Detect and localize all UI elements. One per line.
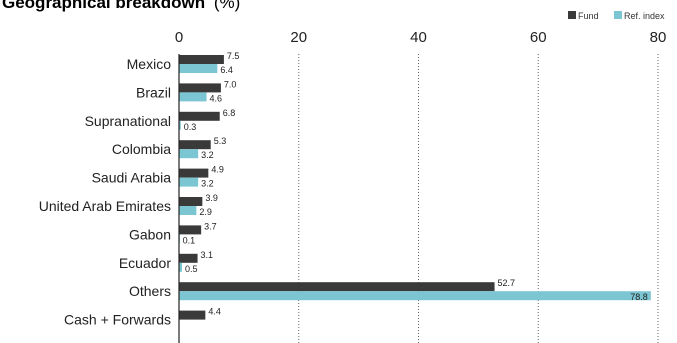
category-labels: Mexico Brazil Supranational Colombia Saudi A… — [39, 56, 172, 328]
bar-ref-index-supranational — [179, 120, 181, 130]
data-label-fund-ecuador: 3.1 — [201, 250, 214, 260]
bar-fund-saudi-arabia — [179, 168, 209, 178]
category-label-ecuador: Ecuador — [119, 255, 171, 271]
bar-fund-supranational — [179, 111, 220, 121]
x-tick-label-60: 60 — [530, 29, 547, 46]
bar-fund-others — [179, 282, 495, 292]
data-label-ref-index-supranational: 0.3 — [184, 122, 197, 132]
category-label-others: Others — [129, 283, 171, 299]
bar-ref-index-brazil — [179, 92, 207, 102]
bar-fund-united-arab-emirates — [179, 197, 203, 206]
category-label-cash-forwards: Cash + Forwards — [64, 312, 171, 328]
chart-title: Geographical breakdown (%) — [2, 0, 240, 12]
bar-ref-index-saudi-arabia — [179, 177, 199, 187]
category-label-supranational: Supranational — [85, 113, 171, 129]
bar-fund-brazil — [179, 83, 221, 93]
x-tick-label-40: 40 — [410, 29, 427, 46]
bar-ref-index-united-arab-emirates — [179, 206, 197, 215]
category-label-united-arab-emirates: United Arab Emirates — [39, 198, 171, 214]
category-label-mexico: Mexico — [127, 56, 172, 72]
legend-swatch-fund — [568, 11, 576, 19]
bar-fund-ecuador — [179, 253, 198, 263]
bar-fund-gabon — [179, 225, 202, 235]
data-labels: 7.56.47.04.66.80.35.33.24.93.23.92.93.70… — [183, 51, 648, 317]
bars — [179, 55, 651, 320]
data-label-fund-united-arab-emirates: 3.9 — [205, 193, 218, 203]
legend-swatch-ref-index — [614, 11, 622, 19]
data-label-ref-index-gabon: 0.1 — [183, 235, 196, 245]
data-label-ref-index-united-arab-emirates: 2.9 — [199, 207, 212, 217]
legend-label-fund: Fund — [578, 11, 599, 21]
data-label-ref-index-ecuador: 0.5 — [185, 264, 198, 274]
data-label-fund-cash-forwards: 4.4 — [208, 307, 221, 317]
chart-title-text: Geographical breakdown — [2, 0, 205, 12]
chart-title-unit: (%) — [214, 0, 240, 12]
category-label-brazil: Brazil — [136, 84, 171, 100]
data-label-fund-saudi-arabia: 4.9 — [211, 165, 224, 175]
data-label-fund-brazil: 7.0 — [224, 79, 237, 89]
data-label-ref-index-mexico: 6.4 — [220, 65, 233, 75]
data-label-fund-supranational: 6.8 — [223, 108, 236, 118]
legend: Fund Ref. index — [568, 11, 665, 21]
bar-ref-index-colombia — [179, 149, 199, 159]
bar-fund-mexico — [179, 55, 224, 64]
bar-ref-index-others — [179, 291, 651, 301]
bar-ref-index-ecuador — [179, 262, 182, 272]
x-tick-label-20: 20 — [290, 29, 307, 46]
category-label-gabon: Gabon — [129, 226, 171, 242]
legend-label-ref-index: Ref. index — [624, 11, 665, 21]
data-label-ref-index-brazil: 4.6 — [210, 93, 223, 103]
bar-fund-cash-forwards — [179, 310, 206, 320]
data-label-ref-index-colombia: 3.2 — [201, 150, 214, 160]
category-label-saudi-arabia: Saudi Arabia — [92, 170, 172, 186]
data-label-fund-gabon: 3.7 — [204, 221, 217, 231]
data-label-fund-mexico: 7.5 — [227, 51, 240, 61]
data-label-ref-index-saudi-arabia: 3.2 — [201, 179, 214, 189]
bar-fund-colombia — [179, 140, 211, 150]
data-label-ref-index-others: 78.8 — [630, 292, 648, 302]
x-axis-ticks: 0 20 40 60 80 — [175, 29, 667, 46]
data-label-fund-colombia: 5.3 — [214, 136, 227, 146]
data-label-fund-others: 52.7 — [498, 278, 516, 288]
category-label-colombia: Colombia — [112, 141, 171, 157]
bar-ref-index-mexico — [179, 64, 218, 73]
x-tick-label-80: 80 — [650, 29, 667, 46]
x-tick-label-0: 0 — [175, 29, 183, 46]
